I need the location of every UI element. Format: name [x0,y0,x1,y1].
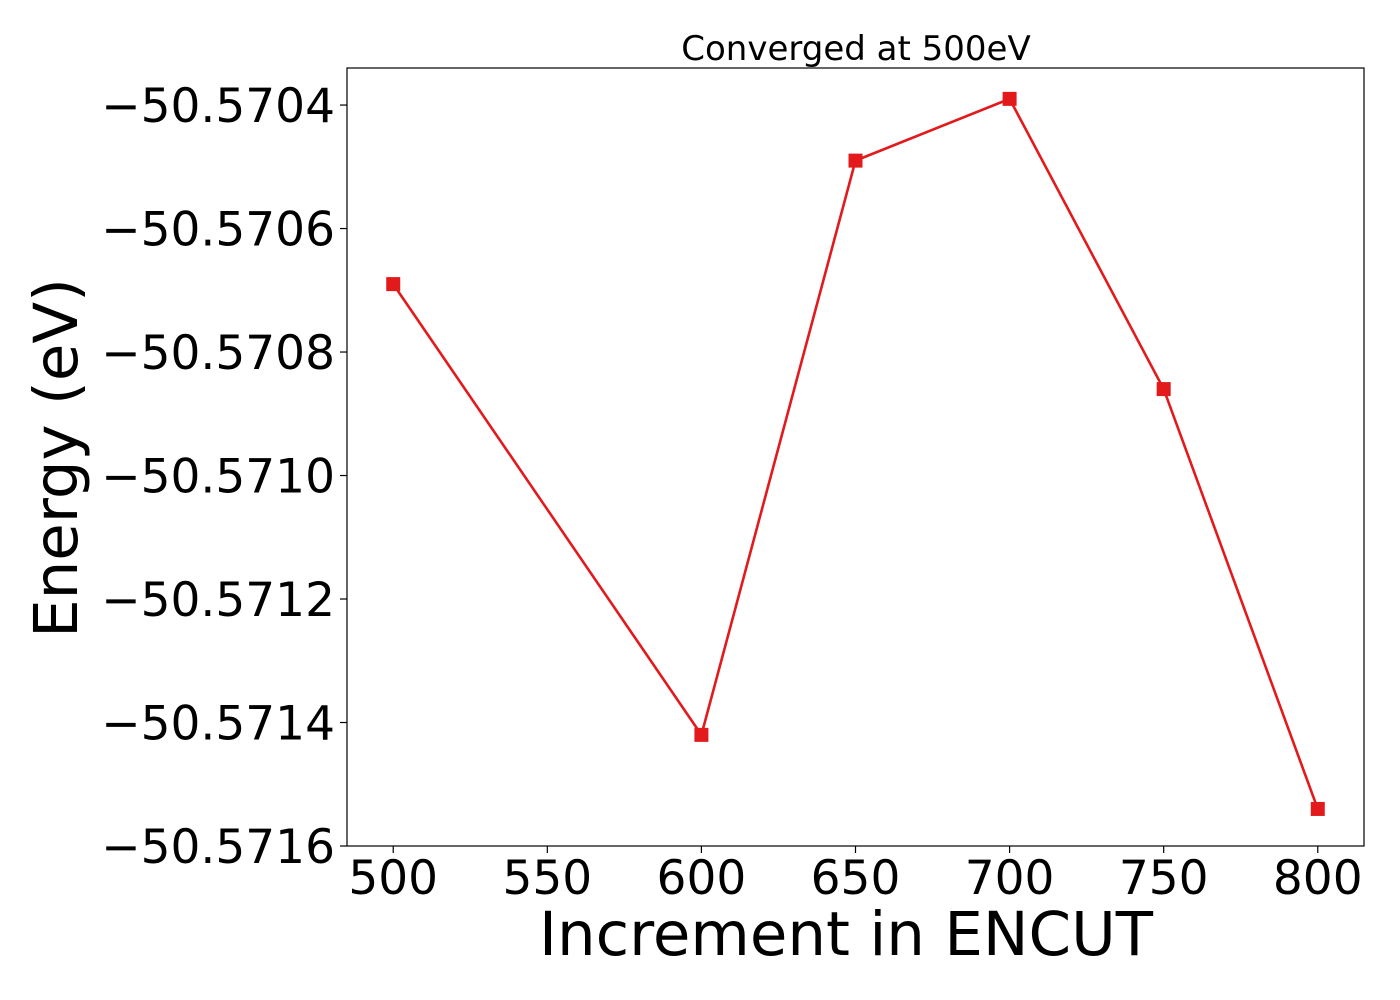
data-point-marker [1156,382,1171,397]
x-tick-label: 600 [657,851,747,906]
data-point-marker [1002,91,1017,106]
data-point-marker [1310,801,1325,816]
x-tick-label: 650 [811,851,901,906]
y-axis-ticks: −50.5716 −50.5714 −50.5712 −50.5710 −50.5708… [101,79,347,875]
data-point-marker [848,153,863,168]
x-tick-label: 550 [502,851,592,906]
y-tick-label: −50.5712 [101,573,335,628]
y-tick-label: −50.5704 [101,79,335,134]
y-tick-label: −50.5710 [101,450,335,505]
y-tick-label: −50.5706 [101,203,335,258]
x-tick-label: 700 [965,851,1055,906]
x-tick-label: 750 [1119,851,1209,906]
data-point-marker [386,277,401,292]
chart-title: Converged at 500eV [681,29,1030,69]
x-axis-ticks: 500 550 600 650 700 750 800 [348,846,1363,906]
series-layer [386,91,1325,816]
x-axis-label: Increment in ENCUT [539,899,1154,970]
series-line [392,97,1319,810]
x-tick-label: 500 [348,851,438,906]
plot-area [346,67,1365,847]
x-tick-label: 800 [1273,851,1363,906]
y-axis-label: Energy (eV) [21,278,92,638]
data-point-marker [694,727,709,742]
y-tick-label: −50.5714 [101,697,335,752]
y-tick-label: −50.5708 [101,326,335,381]
y-tick-label: −50.5716 [101,820,335,875]
